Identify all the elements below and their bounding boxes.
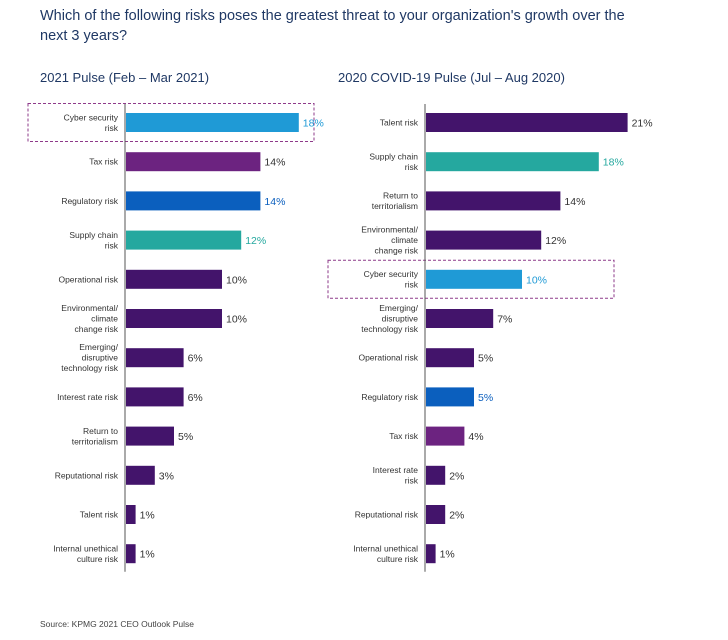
value-label: 10% <box>226 314 247 326</box>
bar <box>126 309 222 328</box>
value-label: 14% <box>264 196 285 208</box>
bar <box>426 309 494 328</box>
category-label: Environmental/climate change risk <box>361 225 418 256</box>
chart-title-2021: 2021 Pulse (Feb – Mar 2021) <box>40 70 210 85</box>
category-label: Talent risk <box>80 510 119 520</box>
bar <box>426 426 465 446</box>
category-label: Tax risk <box>389 431 419 441</box>
bar <box>426 152 599 172</box>
value-label: 3% <box>159 470 174 482</box>
category-label: Tax risk <box>89 157 119 167</box>
bar <box>126 426 174 446</box>
bar <box>126 465 155 485</box>
bar <box>126 113 299 132</box>
bar <box>426 113 628 132</box>
bar <box>426 230 542 250</box>
value-label: 5% <box>478 353 493 365</box>
bar <box>426 269 522 289</box>
category-label: Cyber security risk <box>364 269 419 290</box>
category-label: Supply chain risk <box>369 151 418 172</box>
value-label: 5% <box>478 392 493 404</box>
category-label: Regulatory risk <box>61 196 118 206</box>
bar <box>426 505 446 524</box>
chart-title-2020: 2020 COVID-19 Pulse (Jul – Aug 2020) <box>338 70 565 85</box>
value-label: 18% <box>603 157 624 169</box>
value-label: 6% <box>188 353 203 365</box>
category-label: Talent risk <box>380 118 419 128</box>
value-label: 1% <box>440 549 455 561</box>
category-label: Emerging/disruptive technology risk <box>61 342 118 373</box>
value-label: 1% <box>140 549 155 561</box>
value-label: 7% <box>497 314 512 326</box>
category-label: Cyber security risk <box>64 112 119 133</box>
bar <box>426 191 561 211</box>
category-label: Environmental/climate change risk <box>61 303 118 334</box>
bar <box>126 269 222 289</box>
category-label: Reputational risk <box>55 470 119 480</box>
bar <box>426 544 436 564</box>
source-note: Source: KPMG 2021 CEO Outlook Pulse <box>40 619 195 629</box>
bar <box>126 152 261 172</box>
value-label: 18% <box>303 118 324 130</box>
bar <box>426 465 446 485</box>
bar-chart-2020: 21% Talent risk 18% Supply chain risk 14% Retu… <box>327 104 653 572</box>
value-label: 2% <box>449 510 464 522</box>
question-title: Which of the following risks poses the g… <box>40 8 625 44</box>
bar-chart-2021: 18% Cyber security risk 14% Tax risk 14% Regul… <box>27 103 324 572</box>
category-label: Operational risk <box>58 274 118 284</box>
category-label: Interest rate risk <box>57 392 119 402</box>
category-label: Regulatory risk <box>361 392 418 402</box>
category-label: Supply chain risk <box>69 230 118 251</box>
category-label: Interest rate risk <box>373 465 419 486</box>
category-label: Operational risk <box>358 353 418 363</box>
bar <box>126 544 136 564</box>
bar <box>126 348 184 368</box>
value-label: 10% <box>526 274 547 286</box>
value-label: 10% <box>226 274 247 286</box>
value-label: 2% <box>449 470 464 482</box>
value-label: 6% <box>188 392 203 404</box>
value-label: 14% <box>564 196 585 208</box>
category-label: Reputational risk <box>355 510 419 520</box>
category-label: Return to territorialism <box>72 426 119 447</box>
value-label: 12% <box>245 235 266 247</box>
category-label: Return to territorialism <box>372 191 419 212</box>
value-label: 14% <box>264 157 285 169</box>
category-label: Internal unethical culture risk <box>53 543 118 564</box>
category-label: Internal unethical culture risk <box>353 543 418 564</box>
value-label: 21% <box>632 118 653 130</box>
value-label: 4% <box>468 431 483 443</box>
bar <box>126 505 136 524</box>
bar <box>126 230 242 250</box>
value-label: 5% <box>178 431 193 443</box>
highlight-box <box>27 103 315 142</box>
bar <box>126 387 184 407</box>
value-label: 1% <box>140 510 155 522</box>
bar <box>126 191 261 211</box>
category-label: Emerging/disruptive technology risk <box>361 303 418 334</box>
value-label: 12% <box>545 235 566 247</box>
bar <box>426 387 474 407</box>
bar <box>426 348 474 368</box>
